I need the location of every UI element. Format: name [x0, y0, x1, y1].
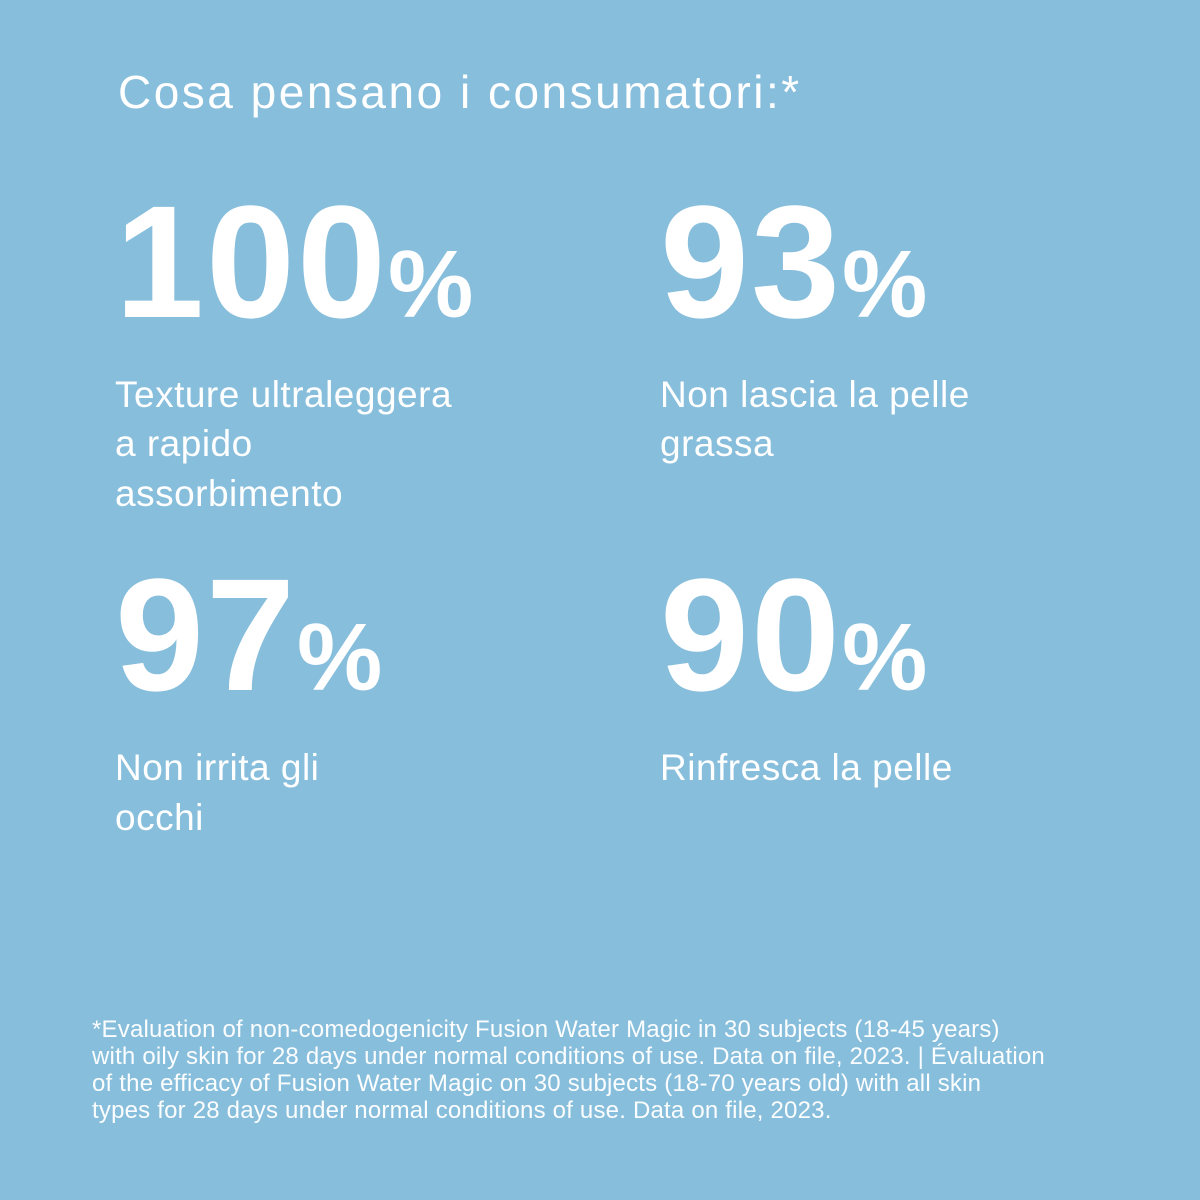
percent-sign: % — [296, 604, 383, 712]
stat-card-rinfresca: 90% Rinfresca la pelle — [660, 555, 1160, 843]
stat-number: 90 — [660, 545, 842, 725]
stat-value: 93% — [660, 181, 1160, 342]
stat-label: Texture ultraleggera a rapido assorbimen… — [115, 373, 453, 515]
stat-card-non-irrita: 97% Non irrita gli occhi — [115, 555, 660, 843]
stat-label: Rinfresca la pelle — [660, 747, 953, 789]
stat-card-texture: 100% Texture ultraleggera a rapido assor… — [115, 181, 660, 520]
stat-number: 100 — [115, 171, 388, 351]
stat-value: 100% — [115, 181, 660, 342]
stat-label: Non lascia la pelle grassa — [660, 373, 970, 465]
page-title: Cosa pensano i consumatori:* — [118, 66, 802, 118]
percent-sign: % — [841, 604, 928, 712]
percent-sign: % — [387, 230, 474, 338]
stat-label: Non irrita gli occhi — [115, 747, 320, 839]
stat-value: 90% — [660, 555, 1160, 715]
stat-value: 97% — [115, 555, 660, 715]
footnote: *Evaluation of non-comedogenicity Fusion… — [92, 1015, 1045, 1124]
stat-number: 93 — [660, 171, 842, 351]
stat-card-non-grassa: 93% Non lascia la pelle grassa — [660, 181, 1160, 520]
percent-sign: % — [841, 230, 928, 338]
stat-number: 97 — [115, 545, 297, 725]
infographic-panel: Cosa pensano i consumatori:* 100% Textur… — [115, 66, 1160, 844]
stats-grid: 100% Texture ultraleggera a rapido assor… — [115, 181, 1160, 844]
